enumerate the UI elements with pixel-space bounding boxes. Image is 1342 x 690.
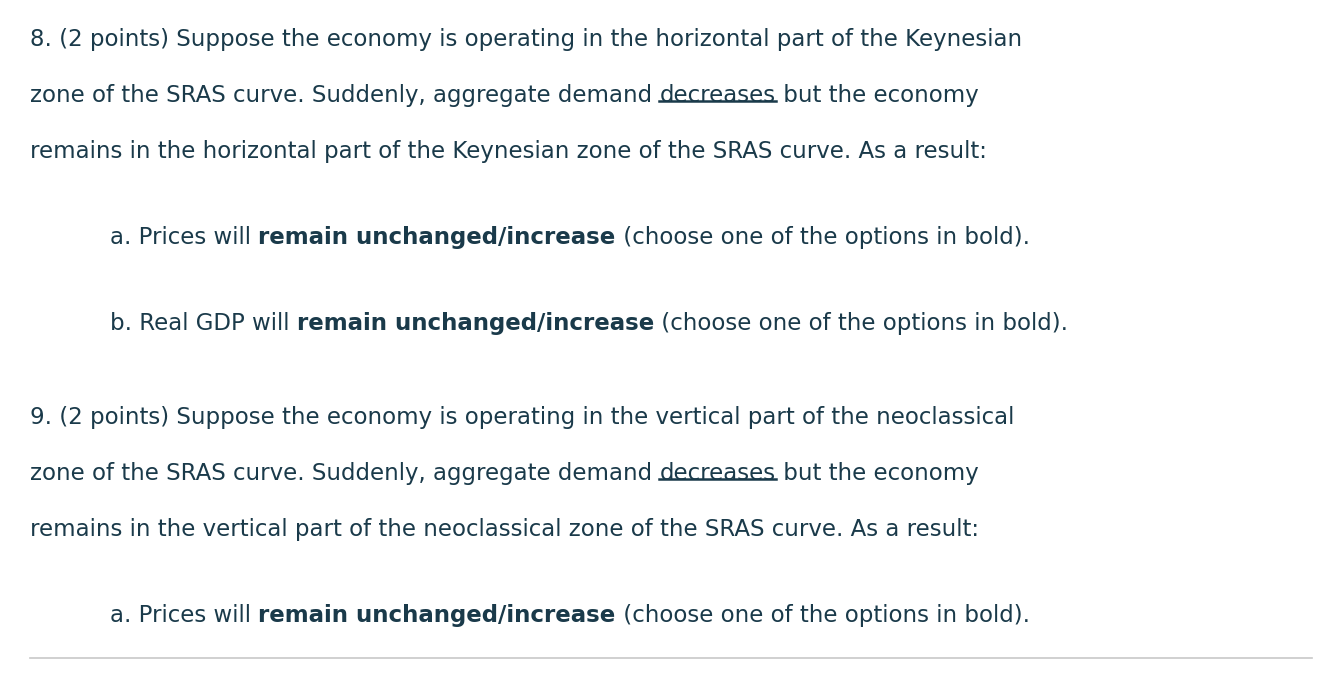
Text: 8. (2 points) Suppose the economy is operating in the horizontal part of the Key: 8. (2 points) Suppose the economy is ope… xyxy=(30,28,1023,51)
Text: 9. (2 points) Suppose the economy is operating in the vertical part of the neocl: 9. (2 points) Suppose the economy is ope… xyxy=(30,406,1015,429)
Text: remain unchanged/increase: remain unchanged/increase xyxy=(258,604,616,627)
Text: remains in the vertical part of the neoclassical zone of the SRAS curve. As a re: remains in the vertical part of the neoc… xyxy=(30,518,980,541)
Text: zone of the SRAS curve. Suddenly, aggregate demand: zone of the SRAS curve. Suddenly, aggreg… xyxy=(30,84,659,107)
Text: a. Prices will: a. Prices will xyxy=(110,226,258,249)
Text: (choose one of the options in bold).: (choose one of the options in bold). xyxy=(616,226,1029,249)
Text: (choose one of the options in bold).: (choose one of the options in bold). xyxy=(654,312,1068,335)
Text: but the economy: but the economy xyxy=(776,462,978,485)
Text: remain unchanged/increase: remain unchanged/increase xyxy=(258,226,616,249)
Text: but the economy: but the economy xyxy=(776,84,978,107)
Text: decreases: decreases xyxy=(659,84,776,107)
Text: b. Real GDP will: b. Real GDP will xyxy=(110,312,297,335)
Text: remain unchanged/increase: remain unchanged/increase xyxy=(297,312,654,335)
Text: a. Prices will: a. Prices will xyxy=(110,604,258,627)
Text: remains in the horizontal part of the Keynesian zone of the SRAS curve. As a res: remains in the horizontal part of the Ke… xyxy=(30,140,986,163)
Text: (choose one of the options in bold).: (choose one of the options in bold). xyxy=(616,604,1029,627)
Text: zone of the SRAS curve. Suddenly, aggregate demand: zone of the SRAS curve. Suddenly, aggreg… xyxy=(30,462,659,485)
Text: decreases: decreases xyxy=(659,462,776,485)
